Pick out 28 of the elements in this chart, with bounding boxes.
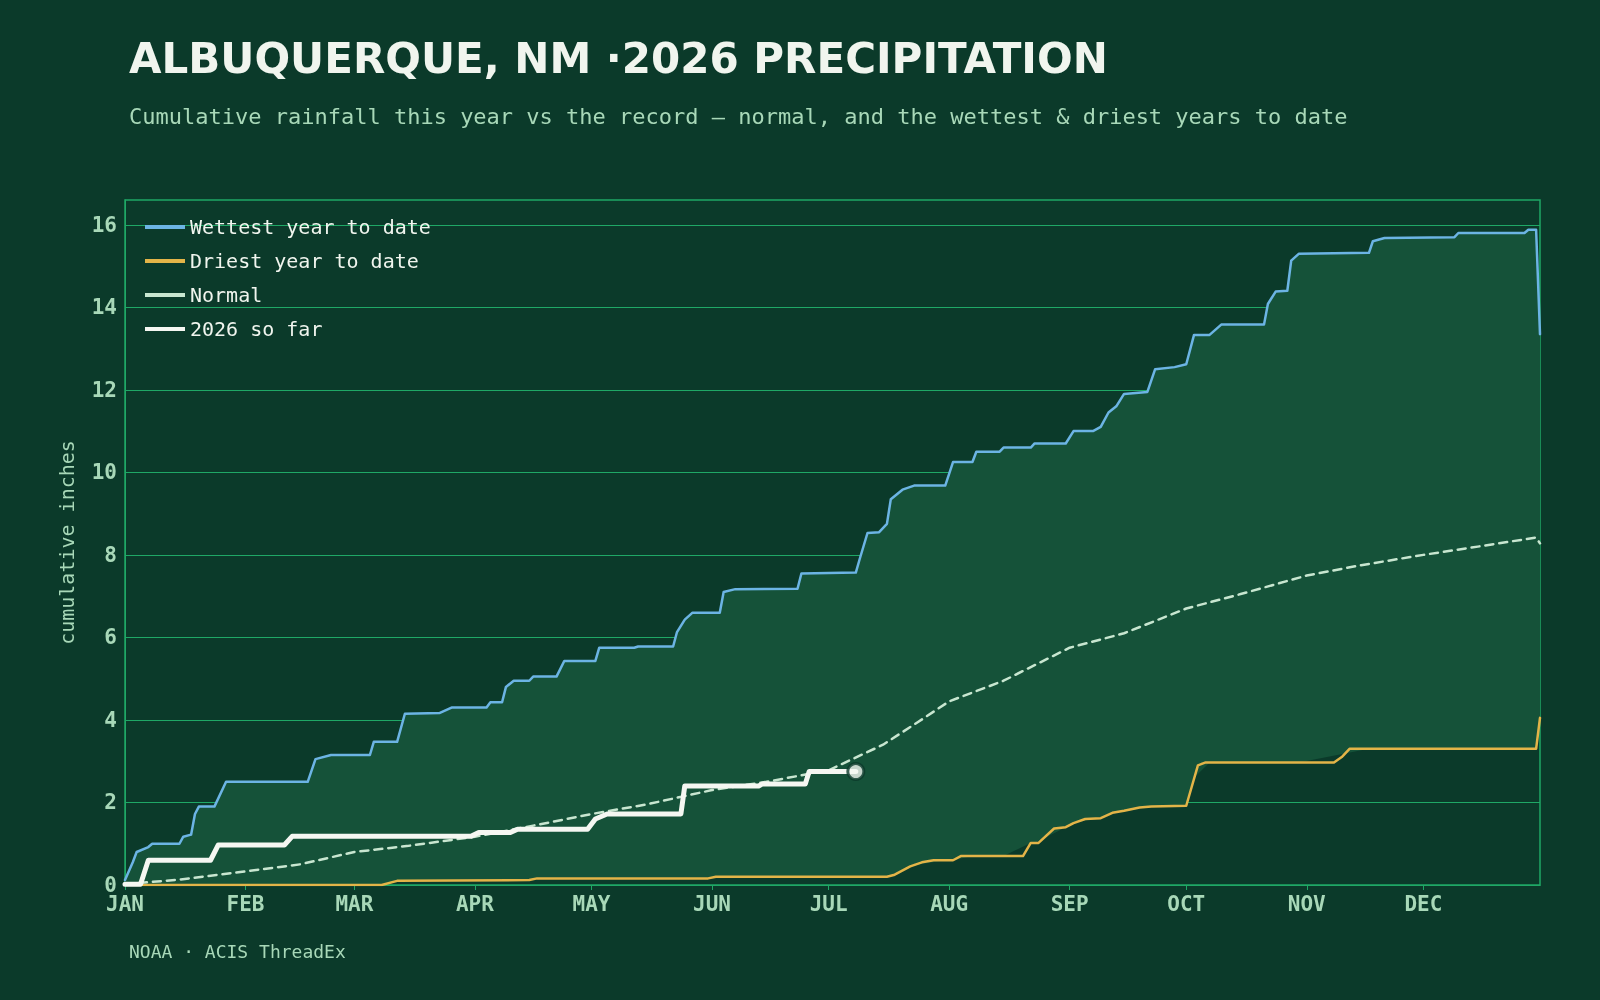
legend-label: 2026 so far <box>190 317 323 341</box>
y-tick-label: 14 <box>91 295 117 320</box>
y-tick-label: 16 <box>91 212 117 237</box>
x-tick-label: APR <box>455 891 495 916</box>
y-axis-title: cumulative inches <box>55 440 79 645</box>
x-tick-label: NOV <box>1287 891 1327 916</box>
legend-label: Wettest year to date <box>190 215 431 239</box>
x-tick-label: OCT <box>1167 891 1206 916</box>
y-tick-label: 2 <box>104 790 117 815</box>
y-tick-label: 6 <box>104 625 117 650</box>
y-tick-label: 12 <box>91 377 117 402</box>
y-tick-label: 8 <box>104 542 117 567</box>
x-tick-label: MAY <box>572 891 611 916</box>
y-tick-label: 4 <box>104 707 117 732</box>
legend-label: Normal <box>190 283 263 307</box>
chart-title: ALBUQUERQUE, NM ·2026 PRECIPITATION <box>129 33 1108 83</box>
x-tick-label: MAR <box>335 891 374 916</box>
x-tick-label: AUG <box>930 891 969 916</box>
chart-subtitle: Cumulative rainfall this year vs the record — normal, and the wettest & driest years to date <box>129 103 1348 129</box>
x-tick-label: DEC <box>1404 891 1443 916</box>
x-tick-label: FEB <box>226 891 265 916</box>
x-tick-label: SEP <box>1050 891 1089 916</box>
x-tick-label: JUN <box>693 891 731 916</box>
x-tick-label: JUL <box>809 891 848 916</box>
y-tick-label: 10 <box>91 460 117 485</box>
x-tick-label: JAN <box>106 891 144 916</box>
legend-label: Driest year to date <box>190 249 419 273</box>
text: NOAA · ACIS ThreadEx <box>129 940 346 962</box>
